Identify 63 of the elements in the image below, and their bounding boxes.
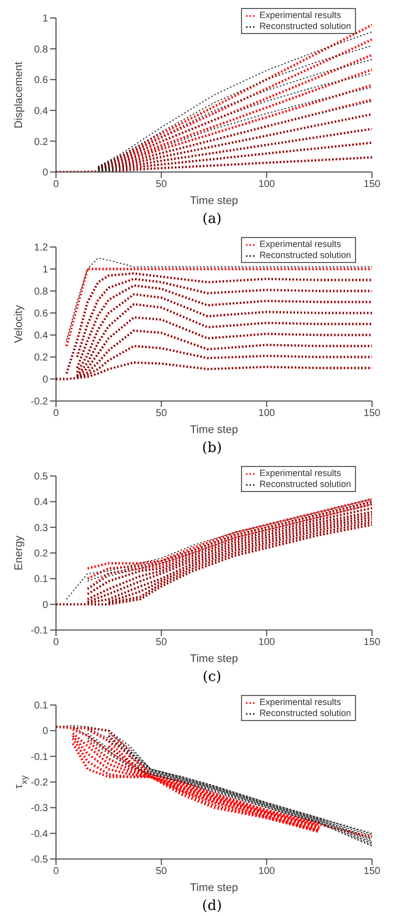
y-tick-label: 0.6 [34,75,48,86]
text: (c) [202,668,222,687]
x-tick-label: 0 [53,179,60,190]
y-tick-label: -0.4 [30,828,48,840]
y-tick-label: -0.2 [30,778,48,789]
text: (a) [201,210,223,229]
y-tick-label: 0.4 [34,497,48,508]
x-tick-label: 0 [53,866,60,878]
x-tick-label: 0 [53,408,60,420]
y-tick-label: -0.1 [30,626,48,637]
y-tick-label: 1 [42,264,48,276]
x-tick-label: 100 [258,179,276,190]
y-tick-label: 0 [42,600,48,611]
x-tick-label: 150 [364,179,381,190]
x-axis-title: Time step [190,653,238,665]
y-tick-label: 0.2 [34,352,48,364]
x-tick-label: 150 [364,866,381,878]
x-tick-label: 150 [364,408,381,420]
text: (d) [201,897,223,916]
legend-label: Reconstructed solution [259,708,351,719]
legend-label: Reconstructed solution [259,21,351,32]
y-tick-label: 0 [42,726,48,738]
y-tick-label: 0.4 [34,330,48,342]
x-tick-label: 0 [53,637,60,648]
x-tick-label: 100 [258,408,276,420]
y-tick-label: 0.5 [34,472,48,483]
y-tick-label: -0.5 [30,854,48,866]
y-tick-label: 1.2 [34,242,48,254]
y-tick-label: 1 [42,14,48,25]
x-tick-label: 150 [364,637,381,648]
x-axis-title: Time step [190,195,238,207]
x-axis-title: Time step [190,882,238,894]
legend-label: Experimental results [259,697,341,708]
legend-label: Reconstructed solution [259,479,351,490]
x-axis-title: Time step [190,424,238,436]
legend-label: Experimental results [259,239,341,250]
y-tick-label: -0.1 [30,752,48,763]
x-tick-label: 100 [258,866,276,878]
legend-label: Experimental results [259,468,341,479]
y-tick-label: 0.2 [34,548,48,560]
x-tick-label: 100 [258,637,276,648]
y-tick-label: 0.1 [34,700,48,712]
y-tick-label: 0 [42,374,48,386]
y-axis-title: Displacement [13,62,25,128]
y-tick-label: 0.6 [34,308,48,320]
y-tick-label: 0.8 [34,286,48,298]
y-tick-label: 0 [42,168,48,179]
y-axis-title: Velocity [13,304,25,343]
x-tick-label: 50 [156,637,168,648]
y-tick-label: -0.3 [30,803,48,814]
y-tick-label: 0.2 [34,136,48,148]
x-tick-label: 50 [156,866,168,878]
legend-label: Experimental results [259,10,341,21]
y-tick-label: 0.3 [34,522,48,534]
text: (b) [201,439,223,458]
x-tick-label: 50 [156,179,168,190]
y-tick-label: 0.4 [34,106,48,117]
y-tick-label: 0.1 [34,574,48,586]
y-tick-label: 0.8 [34,44,48,56]
legend-label: Reconstructed solution [259,250,351,261]
y-tick-label: -0.2 [30,396,48,408]
x-tick-label: 50 [156,408,168,420]
y-axis-title: Energy [13,535,25,570]
